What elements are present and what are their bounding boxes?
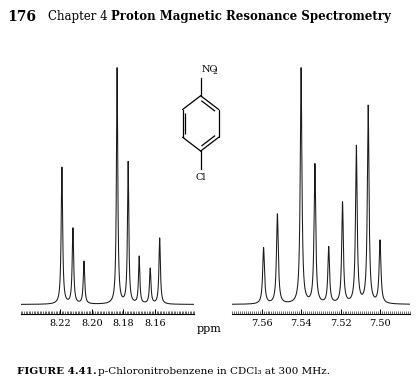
- Text: Cl: Cl: [195, 173, 206, 182]
- Text: ppm: ppm: [196, 324, 222, 335]
- Text: Chapter 4: Chapter 4: [48, 10, 108, 23]
- Text: Proton Magnetic Resonance Spectrometry: Proton Magnetic Resonance Spectrometry: [111, 10, 391, 23]
- Text: p-Chloronitrobenzene in CDCl₃ at 300 MHz.: p-Chloronitrobenzene in CDCl₃ at 300 MHz…: [98, 367, 330, 376]
- Text: 176: 176: [8, 10, 36, 24]
- Text: FIGURE 4.41.: FIGURE 4.41.: [17, 367, 97, 376]
- Text: NO: NO: [202, 66, 218, 74]
- Text: 2: 2: [212, 68, 217, 76]
